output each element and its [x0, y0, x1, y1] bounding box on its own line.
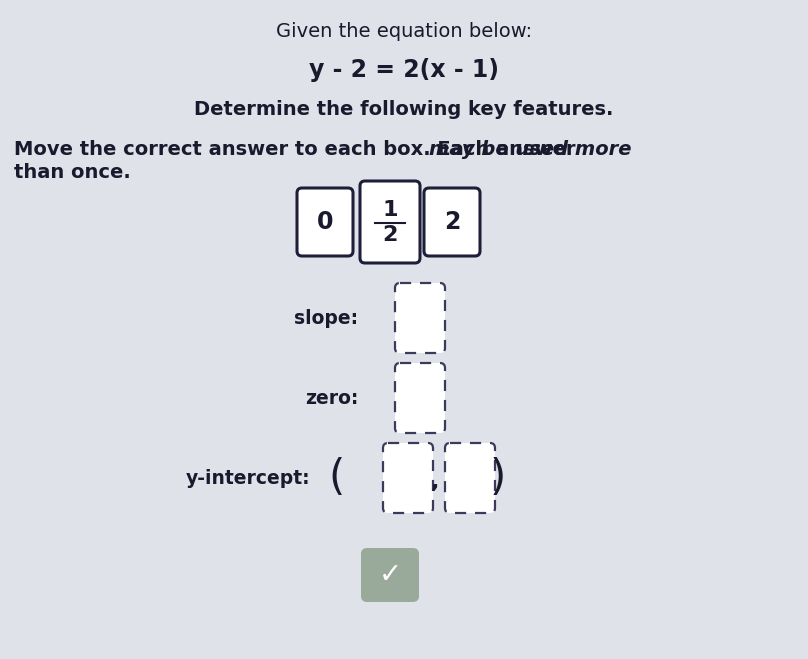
Text: 0: 0: [317, 210, 333, 234]
Text: 2: 2: [444, 210, 461, 234]
FancyBboxPatch shape: [360, 181, 420, 263]
Text: ): ): [490, 457, 506, 499]
Text: y - 2 = 2(x - 1): y - 2 = 2(x - 1): [309, 58, 499, 82]
Text: y-intercept:: y-intercept:: [185, 469, 310, 488]
FancyBboxPatch shape: [395, 363, 445, 433]
FancyBboxPatch shape: [395, 283, 445, 353]
Text: 2: 2: [382, 225, 398, 245]
Text: ✓: ✓: [378, 561, 402, 589]
FancyBboxPatch shape: [297, 188, 353, 256]
FancyBboxPatch shape: [445, 443, 495, 513]
Text: Given the equation below:: Given the equation below:: [276, 22, 532, 41]
Text: Determine the following key features.: Determine the following key features.: [194, 100, 614, 119]
Text: ,: ,: [431, 472, 440, 492]
Text: zero:: zero:: [305, 389, 358, 407]
FancyBboxPatch shape: [361, 548, 419, 602]
Text: may be used more: may be used more: [429, 140, 632, 159]
Text: than once.: than once.: [14, 163, 131, 182]
Text: (: (: [328, 457, 344, 499]
Text: Move the correct answer to each box. Each answer: Move the correct answer to each box. Eac…: [14, 140, 583, 159]
FancyBboxPatch shape: [424, 188, 480, 256]
Text: 1: 1: [382, 200, 398, 221]
FancyBboxPatch shape: [383, 443, 433, 513]
Text: slope:: slope:: [294, 308, 358, 328]
